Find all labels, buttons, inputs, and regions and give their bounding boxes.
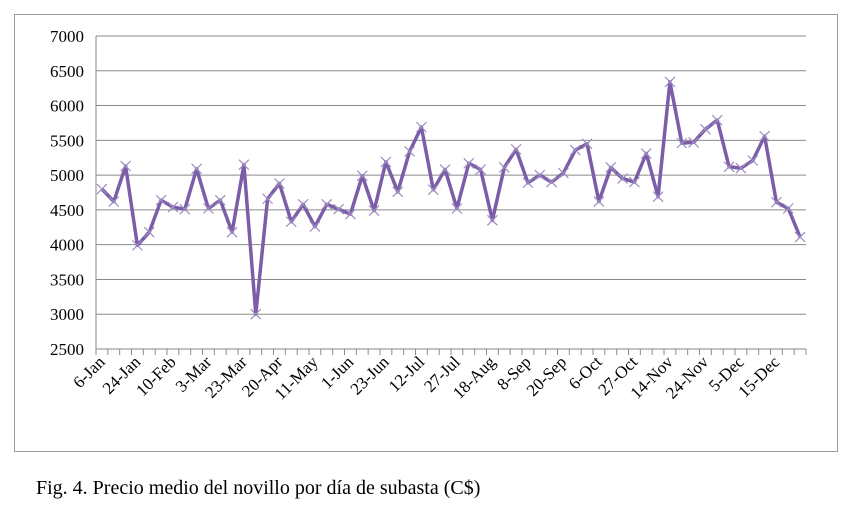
data-point-marker bbox=[238, 159, 250, 171]
data-point-marker bbox=[191, 163, 203, 175]
x-tick-label: 10-Feb bbox=[132, 352, 179, 399]
data-point-marker bbox=[131, 239, 143, 251]
data-point-marker bbox=[427, 184, 439, 196]
data-point-marker bbox=[250, 308, 262, 320]
data-point-marker bbox=[534, 169, 546, 181]
y-tick-label: 3500 bbox=[50, 270, 84, 289]
data-point-marker bbox=[735, 162, 747, 174]
data-point-marker bbox=[676, 137, 688, 149]
data-point-marker bbox=[96, 183, 108, 195]
data-point-marker bbox=[723, 161, 735, 173]
data-point-marker bbox=[652, 191, 664, 203]
x-tick-label: 23-Jun bbox=[347, 352, 394, 399]
data-point-marker bbox=[688, 136, 700, 148]
data-point-marker bbox=[226, 226, 238, 238]
data-point-marker bbox=[794, 231, 806, 243]
data-point-marker bbox=[770, 196, 782, 208]
data-point-marker bbox=[404, 146, 416, 157]
data-point-marker bbox=[546, 176, 558, 188]
data-point-marker bbox=[640, 148, 652, 159]
data-point-marker bbox=[356, 170, 368, 182]
data-point-marker bbox=[179, 203, 191, 215]
data-point-marker bbox=[522, 177, 534, 189]
data-point-marker bbox=[415, 121, 427, 133]
x-tick-label: 12-Jul bbox=[385, 352, 429, 396]
y-tick-label: 7000 bbox=[50, 27, 84, 46]
data-point-marker bbox=[214, 194, 226, 206]
y-tick-label: 3000 bbox=[50, 305, 84, 324]
data-point-marker bbox=[557, 167, 569, 179]
data-point-marker bbox=[380, 156, 392, 168]
y-tick-label: 4000 bbox=[50, 236, 84, 255]
x-tick-label: 15-Dec bbox=[734, 352, 783, 401]
data-point-marker bbox=[333, 203, 345, 215]
data-point-marker bbox=[628, 176, 640, 188]
data-point-marker bbox=[108, 196, 120, 207]
data-point-marker bbox=[297, 198, 309, 210]
x-tick-label: 20-Sep bbox=[523, 352, 570, 399]
line-chart: 2500 3000 3500 4000 4500 5000 5500 6000 6500 7000… bbox=[50, 27, 807, 403]
data-point-marker bbox=[569, 144, 581, 156]
data-point-marker bbox=[202, 203, 214, 214]
data-point-marker bbox=[711, 114, 723, 126]
data-point-marker bbox=[463, 157, 475, 169]
data-point-marker bbox=[392, 186, 404, 198]
data-point-marker bbox=[605, 162, 617, 173]
data-point-marker bbox=[475, 164, 487, 175]
y-tick-label: 4500 bbox=[50, 201, 84, 220]
data-point-marker bbox=[510, 143, 522, 155]
data-point-marker bbox=[664, 76, 676, 88]
data-point-marker bbox=[368, 205, 380, 217]
chart-frame: 2500 3000 3500 4000 4500 5000 5500 6000 6500 7000… bbox=[14, 14, 838, 452]
data-point-marker bbox=[167, 201, 179, 213]
y-tick-label: 5000 bbox=[50, 166, 84, 185]
data-point-marker bbox=[120, 160, 132, 172]
data-point-marker bbox=[439, 164, 451, 175]
data-point-marker bbox=[451, 203, 463, 214]
data-point-marker bbox=[321, 198, 333, 210]
data-point-marker bbox=[593, 196, 605, 207]
data-point-marker bbox=[581, 138, 593, 150]
data-point-marker bbox=[747, 155, 759, 166]
data-point-marker bbox=[699, 123, 711, 135]
figure-caption: Fig. 4. Precio medio del novillo por día… bbox=[36, 477, 481, 499]
data-point-marker bbox=[344, 208, 356, 220]
data-point-marker bbox=[262, 193, 274, 205]
data-point-marker bbox=[285, 216, 297, 228]
data-point-marker bbox=[498, 162, 510, 173]
y-tick-label: 6500 bbox=[50, 62, 84, 81]
data-point-marker bbox=[782, 203, 794, 214]
y-tick-label: 6000 bbox=[50, 97, 84, 116]
data-point-marker bbox=[155, 194, 167, 206]
data-point-marker bbox=[143, 226, 155, 238]
data-point-marker bbox=[759, 130, 771, 142]
y-tick-label: 2500 bbox=[50, 340, 84, 359]
data-point-marker bbox=[309, 221, 321, 233]
data-point-marker bbox=[617, 173, 629, 185]
data-point-marker bbox=[273, 178, 285, 189]
data-point-marker bbox=[486, 214, 498, 226]
y-tick-label: 5500 bbox=[50, 131, 84, 150]
